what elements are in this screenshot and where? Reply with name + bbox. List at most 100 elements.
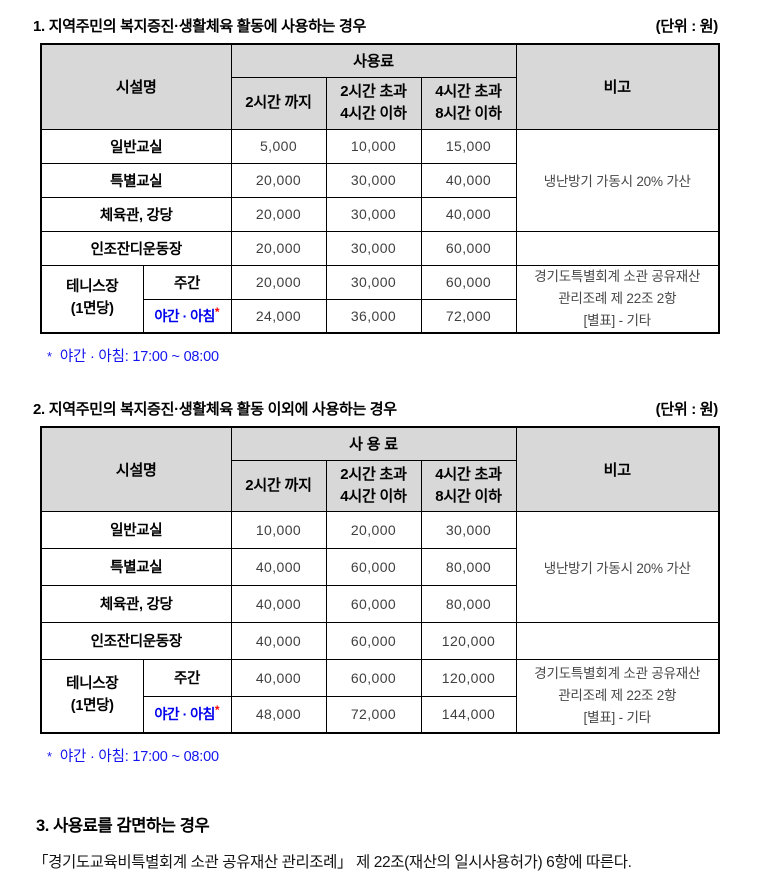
fee-cell: 20,000 [230, 162, 327, 198]
facility-name: 일반교실 [40, 128, 232, 164]
remark-empty-cell [515, 621, 720, 660]
header-row-2: 2시간 까지 2시간 초과 4시간 이하 4시간 초과 8시간 이하 [41, 76, 719, 130]
remark-heating-cell: 냉난방기 가동시 20% 가산 [515, 510, 720, 623]
fee-cell: 40,000 [230, 658, 327, 697]
col-header-fee-upto2h: 2시간 까지 [230, 76, 327, 130]
col-header-fee-group: 사 용 료 [230, 426, 517, 461]
fee-cell: 30,000 [325, 196, 422, 232]
remark-empty-cell [515, 230, 720, 266]
col-header-fee-group: 사용료 [230, 43, 517, 78]
fee-cell: 20,000 [325, 510, 422, 549]
remark-tennis-cell: 경기도특별회계 소관 공유재산 관리조례 제 22조 2항 [별표] - 기타 [515, 264, 720, 334]
fee-cell: 30,000 [420, 510, 517, 549]
fee-cell: 20,000 [230, 230, 327, 266]
fee-cell: 80,000 [420, 547, 517, 586]
fee-cell: 80,000 [420, 584, 517, 623]
fee-cell: 40,000 [230, 584, 327, 623]
table-row-gym: 체육관, 강당 40,000 60,000 80,000 [40, 584, 719, 623]
fee-cell: 60,000 [420, 264, 517, 300]
fee-cell: 72,000 [325, 695, 422, 734]
tennis-night-row: 야간 · 아침* 48,000 72,000 144,000 [41, 695, 719, 734]
tennis-night-row: 야간 · 아침* 24,000 36,000 72,000 [41, 298, 719, 334]
fee-cell: 40,000 [420, 162, 517, 198]
fee-cell: 120,000 [420, 621, 517, 660]
table-row-turf-field: 인조잔디운동장 20,000 30,000 60,000 [40, 230, 720, 266]
table-row-classroom: 일반교실 5,000 10,000 15,000 냉난방기 가동시 20% 가산 [40, 128, 720, 232]
asterisk-mark: * [214, 304, 220, 319]
header-row-1: 시설명 사 용 료 비고 [40, 426, 720, 512]
facility-name: 체육관, 강당 [40, 196, 232, 232]
section1-unit-label: (단위 : 원) [655, 18, 719, 35]
fee-cell: 40,000 [230, 621, 327, 660]
col-header-fee-4to8h: 4시간 초과 8시간 이하 [420, 76, 517, 130]
tennis-name-cell: 테니스장 (1면당) [40, 658, 144, 734]
section3-body: 「경기도교육비특별회계 소관 공유재산 관리조례」 제 22조(재산의 일시사용… [33, 854, 632, 871]
col-header-fee-upto2h: 2시간 까지 [230, 459, 327, 512]
fee-cell: 40,000 [420, 196, 517, 232]
fee-cell: 20,000 [230, 264, 327, 300]
col-header-fee-4to8h: 4시간 초과 8시간 이하 [420, 459, 517, 512]
section3-title: 3. 사용료를 감면하는 경우 [36, 817, 210, 835]
section1-title: 1. 지역주민의 복지증진·생활체육 활동에 사용하는 경우 [33, 18, 366, 35]
fee-cell: 10,000 [325, 128, 422, 164]
header-row-2: 2시간 까지 2시간 초과 4시간 이하 4시간 초과 8시간 이하 [41, 459, 719, 512]
table-row-special-classroom: 특별교실 20,000 30,000 40,000 [40, 162, 719, 198]
col-header-fee-2to4h: 2시간 초과 4시간 이하 [325, 76, 422, 130]
footnote-night-hours-2: * 야간 · 아침: 17:00 ~ 08:00 [47, 749, 219, 765]
fee-cell: 15,000 [420, 128, 517, 164]
fee-cell: 60,000 [325, 621, 422, 660]
header-row-1: 시설명 사용료 비고 [40, 43, 720, 130]
facility-name: 일반교실 [40, 510, 232, 549]
tennis-day-row: 테니스장 (1면당) 주간 20,000 30,000 60,000 경기도특별… [40, 264, 720, 334]
fee-table-2: 시설명 사 용 료 비고 2시간 까지 2시간 초과 4시간 이하 4시간 초과… [40, 426, 720, 734]
tennis-day-row: 테니스장 (1면당) 주간 40,000 60,000 120,000 경기도특… [40, 658, 720, 734]
tennis-night-label: 야간 · 아침* [142, 298, 232, 334]
fee-cell: 48,000 [230, 695, 327, 734]
fee-cell: 60,000 [420, 230, 517, 266]
fee-cell: 10,000 [230, 510, 327, 549]
section2-unit-label: (단위 : 원) [655, 401, 719, 418]
col-header-facility: 시설명 [40, 43, 232, 130]
table-row-gym: 체육관, 강당 20,000 30,000 40,000 [40, 196, 719, 232]
tennis-day-label: 주간 [142, 658, 232, 697]
facility-name: 특별교실 [40, 547, 232, 586]
col-header-facility: 시설명 [40, 426, 232, 512]
fee-cell: 60,000 [325, 658, 422, 697]
col-header-fee-2to4h: 2시간 초과 4시간 이하 [325, 459, 422, 512]
tennis-day-label: 주간 [142, 264, 232, 300]
facility-name: 인조잔디운동장 [40, 230, 232, 266]
fee-cell: 60,000 [325, 584, 422, 623]
fee-cell: 30,000 [325, 264, 422, 300]
table-row-turf-field: 인조잔디운동장 40,000 60,000 120,000 [40, 621, 720, 660]
fee-cell: 20,000 [230, 196, 327, 232]
asterisk-mark: * [47, 349, 52, 364]
fee-cell: 40,000 [230, 547, 327, 586]
fee-cell: 36,000 [325, 298, 422, 334]
table-row-special-classroom: 특별교실 40,000 60,000 80,000 [40, 547, 719, 586]
facility-name: 인조잔디운동장 [40, 621, 232, 660]
fee-cell: 120,000 [420, 658, 517, 697]
fee-table-1: 시설명 사용료 비고 2시간 까지 2시간 초과 4시간 이하 4시간 초과 8… [40, 43, 720, 334]
fee-cell: 24,000 [230, 298, 327, 334]
tennis-name-cell: 테니스장 (1면당) [40, 264, 144, 334]
section1-title-row: 1. 지역주민의 복지증진·생활체육 활동에 사용하는 경우 (단위 : 원) [33, 15, 718, 36]
col-header-remark: 비고 [515, 426, 720, 512]
fee-cell: 60,000 [325, 547, 422, 586]
tennis-night-label: 야간 · 아침* [142, 695, 232, 734]
remark-heating-cell: 냉난방기 가동시 20% 가산 [515, 128, 720, 232]
fee-cell: 72,000 [420, 298, 517, 334]
fee-cell: 30,000 [325, 162, 422, 198]
footnote-night-hours-1: * 야간 · 아침: 17:00 ~ 08:00 [47, 349, 219, 365]
asterisk-mark: * [214, 703, 220, 718]
fee-cell: 144,000 [420, 695, 517, 734]
asterisk-mark: * [47, 749, 52, 764]
col-header-remark: 비고 [515, 43, 720, 130]
remark-tennis-cell: 경기도특별회계 소관 공유재산 관리조례 제 22조 2항 [별표] - 기타 [515, 658, 720, 734]
fee-cell: 5,000 [230, 128, 327, 164]
section2-title: 2. 지역주민의 복지증진·생활체육 활동 이외에 사용하는 경우 [33, 401, 397, 418]
fee-cell: 30,000 [325, 230, 422, 266]
facility-name: 체육관, 강당 [40, 584, 232, 623]
section2-title-row: 2. 지역주민의 복지증진·생활체육 활동 이외에 사용하는 경우 (단위 : … [33, 398, 718, 419]
facility-name: 특별교실 [40, 162, 232, 198]
